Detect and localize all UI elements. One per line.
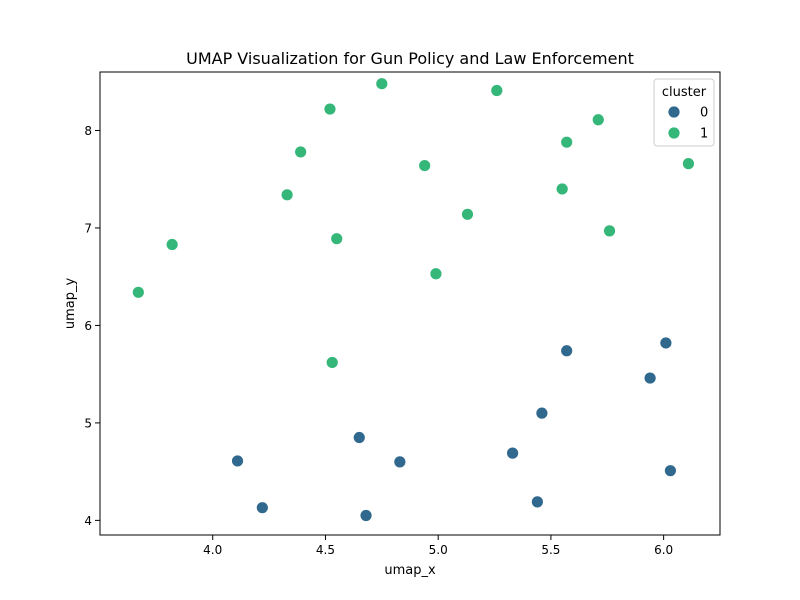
y-tick-label: 7 [84, 221, 92, 235]
legend-marker-cluster-0 [667, 105, 681, 119]
plot-frame [99, 71, 721, 536]
data-point-cluster-1 [131, 285, 145, 299]
data-point-cluster-1 [490, 84, 504, 97]
legend-title: cluster [662, 85, 707, 100]
data-point-cluster-1 [375, 77, 389, 91]
chart-title: UMAP Visualization for Gun Policy and La… [186, 49, 634, 68]
x-axis: 4.0 4.5 5.0 5.5 6.0 [203, 535, 673, 557]
data-point-cluster-1 [165, 238, 179, 251]
y-tick-label: 6 [84, 319, 92, 333]
data-point-cluster-1 [323, 102, 337, 116]
data-point-cluster-0 [255, 501, 269, 515]
plot-area [131, 77, 695, 522]
data-point-cluster-1 [418, 159, 432, 172]
y-tick-label: 8 [84, 124, 92, 138]
data-point-cluster-0 [231, 454, 244, 468]
data-point-cluster-1 [325, 356, 339, 369]
x-tick-label: 4.5 [316, 543, 335, 557]
legend-marker-cluster-1 [667, 126, 681, 140]
data-point-cluster-1 [280, 188, 294, 202]
data-point-cluster-0 [359, 509, 373, 522]
data-point-cluster-1 [591, 113, 605, 127]
data-point-cluster-1 [555, 182, 569, 196]
data-point-cluster-0 [535, 406, 549, 420]
legend: cluster 0 1 [653, 78, 715, 147]
data-point-cluster-1 [294, 145, 308, 159]
x-axis-label: umap_x [384, 563, 436, 578]
data-point-cluster-1 [560, 135, 574, 149]
x-tick-label: 4.0 [203, 543, 222, 557]
data-point-cluster-0 [664, 464, 677, 478]
data-point-cluster-1 [461, 207, 474, 221]
y-tick-label: 4 [84, 514, 92, 528]
data-point-cluster-0 [643, 371, 657, 385]
data-point-cluster-1 [330, 232, 344, 246]
data-point-cluster-1 [429, 267, 443, 281]
data-point-cluster-0 [659, 336, 673, 350]
data-point-cluster-0 [530, 495, 544, 509]
data-point-cluster-1 [682, 157, 695, 171]
x-tick-label: 6.0 [654, 543, 673, 557]
data-point-cluster-0 [393, 455, 407, 469]
data-point-cluster-1 [603, 224, 616, 238]
x-tick-label: 5.0 [429, 543, 448, 557]
legend-label-cluster-1: 1 [700, 127, 708, 142]
y-axis: 4 5 6 7 8 [84, 124, 100, 528]
x-tick-label: 5.5 [541, 543, 560, 557]
y-tick-label: 5 [84, 416, 92, 430]
legend-label-cluster-0: 0 [700, 106, 708, 121]
data-point-cluster-0 [560, 344, 574, 358]
y-axis-label: umap_y [63, 278, 78, 330]
data-point-cluster-0 [506, 446, 519, 460]
data-point-cluster-0 [352, 431, 366, 444]
